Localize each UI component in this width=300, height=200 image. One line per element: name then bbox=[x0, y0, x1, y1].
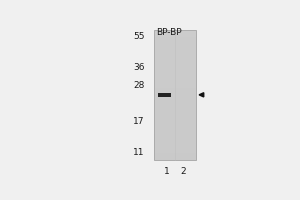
Bar bbox=[154, 108, 196, 114]
Bar bbox=[154, 37, 196, 43]
Bar bbox=[154, 127, 196, 134]
Bar bbox=[154, 30, 196, 37]
Bar bbox=[154, 56, 196, 62]
Text: 1: 1 bbox=[164, 167, 169, 176]
Bar bbox=[154, 134, 196, 140]
Bar bbox=[154, 147, 196, 153]
Text: BP-BP: BP-BP bbox=[156, 28, 182, 37]
Bar bbox=[154, 30, 196, 160]
Bar bbox=[154, 88, 196, 95]
Text: 17: 17 bbox=[133, 117, 145, 126]
Text: 28: 28 bbox=[133, 81, 145, 90]
Text: 36: 36 bbox=[133, 63, 145, 72]
Text: 55: 55 bbox=[133, 32, 145, 41]
Bar bbox=[154, 101, 196, 108]
Bar bbox=[158, 93, 171, 97]
Bar bbox=[154, 62, 196, 69]
Bar bbox=[154, 140, 196, 147]
Bar bbox=[154, 114, 196, 121]
Text: 2: 2 bbox=[180, 167, 186, 176]
Bar bbox=[154, 95, 196, 101]
Bar bbox=[154, 69, 196, 75]
Bar bbox=[154, 121, 196, 127]
Bar bbox=[154, 50, 196, 56]
Polygon shape bbox=[199, 93, 204, 97]
Bar bbox=[154, 153, 196, 160]
Text: 11: 11 bbox=[133, 148, 145, 157]
Bar bbox=[154, 82, 196, 88]
Bar bbox=[154, 75, 196, 82]
Bar bbox=[154, 43, 196, 50]
